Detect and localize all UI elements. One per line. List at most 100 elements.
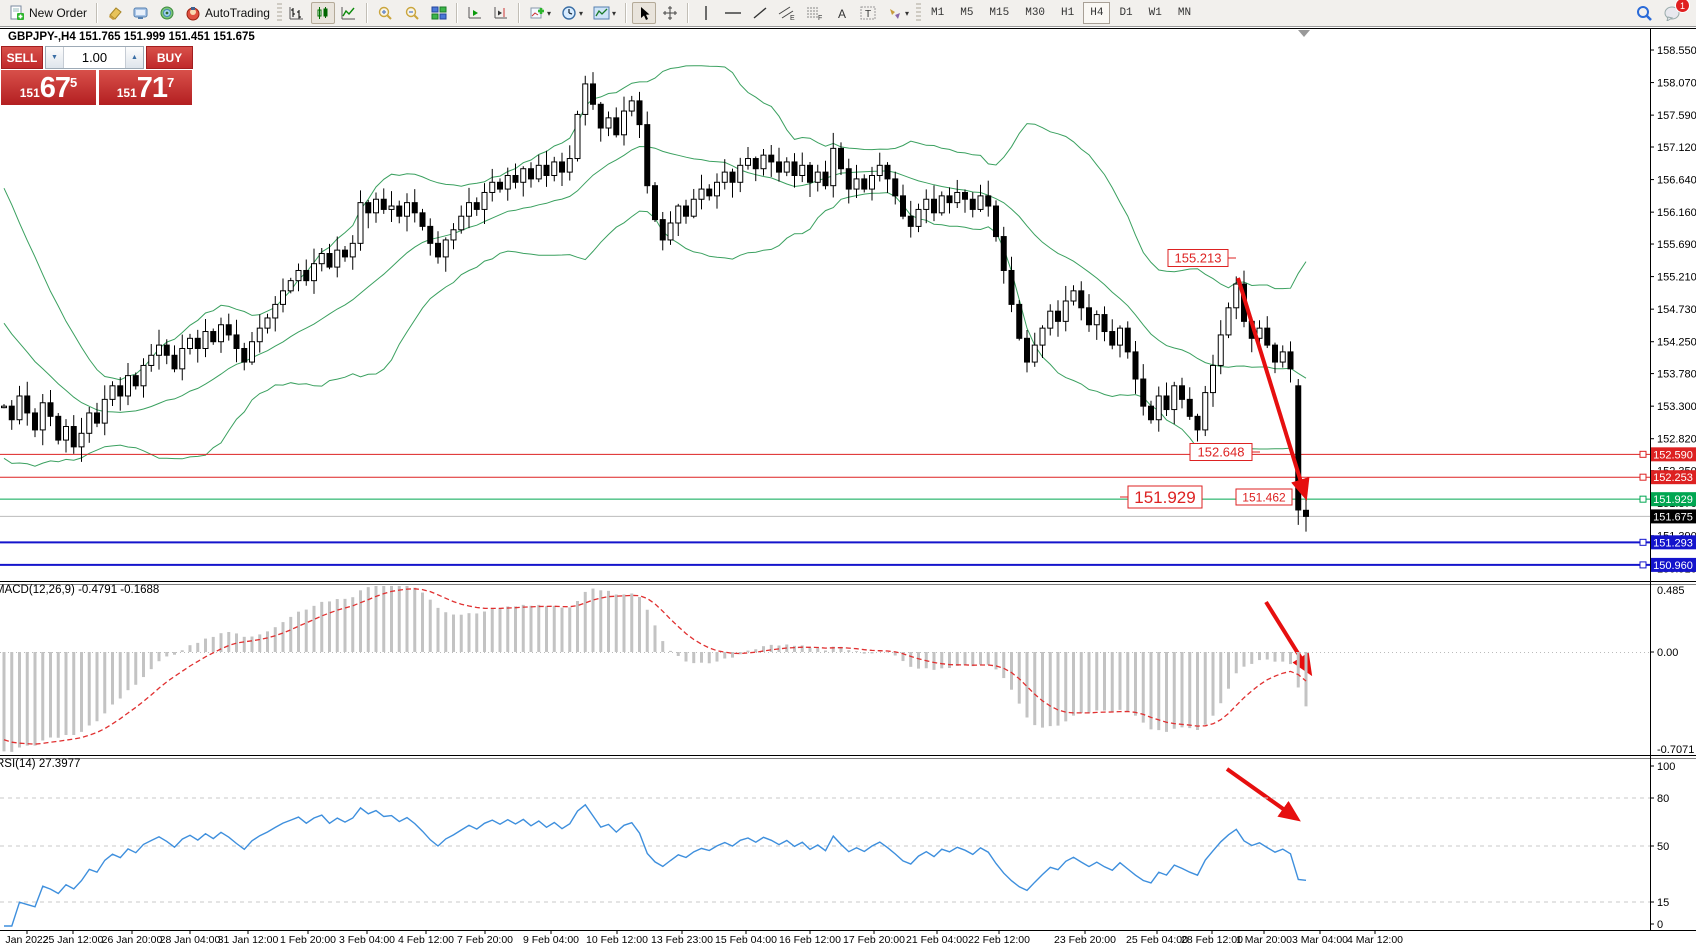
sell-price-display[interactable]: 151 67 5 xyxy=(1,70,96,105)
horizontal-lines[interactable]: 152.590 152.253 151.929 151.675 151.293 150.9… xyxy=(0,447,1696,572)
vertical-line-icon[interactable] xyxy=(694,2,718,24)
svg-text:152.648: 152.648 xyxy=(1198,445,1245,460)
notification-badge: 1 xyxy=(1675,0,1690,13)
chart-shift-icon[interactable] xyxy=(489,2,513,24)
volume-input[interactable]: 1.00 xyxy=(81,50,108,65)
equidistant-channel-icon[interactable]: E xyxy=(774,2,800,24)
trend-arrows[interactable] xyxy=(1225,277,1313,822)
indicators-icon[interactable]: ▾ xyxy=(525,2,555,24)
autotrading-button[interactable]: AutoTrading xyxy=(181,2,274,24)
templates-icon[interactable]: ▾ xyxy=(589,2,620,24)
svg-text:151.293: 151.293 xyxy=(1653,537,1693,549)
text-label-icon[interactable]: T xyxy=(856,2,881,24)
timeframe-button-w1[interactable]: W1 xyxy=(1148,7,1162,19)
svg-text:158.070: 158.070 xyxy=(1657,78,1696,90)
timeframe-button-m15[interactable]: M15 xyxy=(989,7,1010,19)
timeframe-button-d1[interactable]: D1 xyxy=(1119,7,1133,19)
timeframe-button-h1[interactable]: H1 xyxy=(1061,7,1075,19)
volume-spinner: ▼ 1.00 ▲ xyxy=(45,46,144,69)
profiles-icon[interactable] xyxy=(129,2,153,24)
one-click-trading-panel: SELL ▼ 1.00 ▲ BUY 151 67 5 151 71 7 xyxy=(1,46,193,105)
svg-text:0.485: 0.485 xyxy=(1657,585,1685,597)
notifications-icon[interactable]: 1 xyxy=(1659,0,1690,24)
sell-button[interactable]: SELL xyxy=(1,46,43,69)
line-chart-icon[interactable] xyxy=(337,2,361,24)
new-order-button[interactable]: New Order xyxy=(5,2,91,24)
svg-text:28 Feb 12:00: 28 Feb 12:00 xyxy=(1181,934,1243,946)
svg-text:15 Feb 04:00: 15 Feb 04:00 xyxy=(715,934,777,946)
svg-text:158.550: 158.550 xyxy=(1657,45,1696,57)
svg-text:153.300: 153.300 xyxy=(1657,401,1696,413)
svg-text:151.675: 151.675 xyxy=(1653,511,1693,523)
indicators-dropdown-icon[interactable]: ▾ xyxy=(546,8,551,18)
arrows-icon[interactable]: ▾ xyxy=(883,2,913,24)
svg-text:4 Feb 12:00: 4 Feb 12:00 xyxy=(398,934,454,946)
volume-increase-button[interactable]: ▲ xyxy=(125,47,143,68)
svg-text:1 Mar 20:00: 1 Mar 20:00 xyxy=(1236,934,1292,946)
svg-text:7 Feb 20:00: 7 Feb 20:00 xyxy=(457,934,513,946)
svg-text:23 Feb 20:00: 23 Feb 20:00 xyxy=(1054,934,1116,946)
svg-text:151.462: 151.462 xyxy=(1242,490,1286,504)
timeframe-toolbar: M1 M5 M15 M30 H1 H4 D1 W1 MN xyxy=(923,2,1199,24)
timeframe-button-m1[interactable]: M1 xyxy=(931,7,945,19)
templates-dropdown-icon[interactable]: ▾ xyxy=(611,8,616,18)
periods-dropdown-icon[interactable]: ▾ xyxy=(578,8,583,18)
crosshair-icon[interactable] xyxy=(658,2,682,24)
fibonacci-icon[interactable]: F xyxy=(802,2,828,24)
cursor-icon[interactable] xyxy=(632,2,656,24)
signals-icon[interactable] xyxy=(155,2,179,24)
periods-icon[interactable]: ▾ xyxy=(557,2,587,24)
horizontal-line-icon[interactable] xyxy=(720,2,746,24)
search-icon[interactable] xyxy=(1631,2,1657,24)
arrows-dropdown-icon[interactable]: ▾ xyxy=(905,8,910,18)
sell-price-big: 67 xyxy=(39,72,71,104)
buy-price-display[interactable]: 151 71 7 xyxy=(99,70,192,105)
bar-chart-icon[interactable] xyxy=(285,2,309,24)
svg-text:50: 50 xyxy=(1657,841,1669,853)
svg-text:17 Feb 20:00: 17 Feb 20:00 xyxy=(843,934,905,946)
svg-text:0.00: 0.00 xyxy=(1657,647,1678,659)
svg-text:A: A xyxy=(838,7,846,21)
trendline-icon[interactable] xyxy=(748,2,772,24)
svg-text:155.210: 155.210 xyxy=(1657,272,1696,284)
zoom-out-icon[interactable] xyxy=(400,2,425,24)
macd-panel: 0.485 0.00 -0.7071 MACD(12,26,9) -0.4791 -0… xyxy=(0,584,1694,756)
svg-text:150.960: 150.960 xyxy=(1653,560,1693,572)
svg-text:153.780: 153.780 xyxy=(1657,369,1696,381)
svg-text:3 Feb 04:00: 3 Feb 04:00 xyxy=(339,934,395,946)
svg-text:13 Feb 23:00: 13 Feb 23:00 xyxy=(651,934,713,946)
svg-text:152.820: 152.820 xyxy=(1657,434,1696,446)
svg-text:9 Feb 04:00: 9 Feb 04:00 xyxy=(523,934,579,946)
svg-text:4 Mar 12:00: 4 Mar 12:00 xyxy=(1347,934,1403,946)
timeframe-button-m30[interactable]: M30 xyxy=(1025,7,1046,19)
tile-windows-icon[interactable] xyxy=(427,2,451,24)
svg-text:154.250: 154.250 xyxy=(1657,337,1696,349)
zoom-in-icon[interactable] xyxy=(373,2,398,24)
svg-text:T: T xyxy=(865,9,871,20)
candlestick-chart-icon[interactable] xyxy=(310,2,335,24)
text-icon[interactable]: A xyxy=(830,2,854,24)
eraser-icon[interactable] xyxy=(103,2,127,24)
svg-text:0: 0 xyxy=(1657,919,1663,931)
svg-text:F: F xyxy=(818,15,822,21)
svg-text:154.730: 154.730 xyxy=(1657,304,1696,316)
svg-text:25 Feb 04:00: 25 Feb 04:00 xyxy=(1126,934,1188,946)
volume-decrease-button[interactable]: ▼ xyxy=(46,47,64,68)
auto-scroll-icon[interactable] xyxy=(463,2,487,24)
svg-text:15: 15 xyxy=(1657,897,1669,909)
buy-button[interactable]: BUY xyxy=(146,46,193,69)
timeframe-button-m5[interactable]: M5 xyxy=(960,7,974,19)
toolbar: New Order AutoTrading ▾ ▾ ▾ E F A xyxy=(0,0,1696,27)
timeframe-button-mn[interactable]: MN xyxy=(1177,7,1192,19)
svg-text:80: 80 xyxy=(1657,793,1669,805)
svg-text:16 Feb 12:00: 16 Feb 12:00 xyxy=(779,934,841,946)
svg-text:151.929: 151.929 xyxy=(1653,494,1693,506)
timeframe-button-h4[interactable]: H4 xyxy=(1083,2,1111,24)
price-annotations[interactable]: 155.213 152.648 151.929 151.462 xyxy=(1120,249,1293,509)
svg-text:Jan 2022: Jan 2022 xyxy=(5,934,48,946)
buy-price-sup: 7 xyxy=(167,75,175,90)
svg-text:152.590: 152.590 xyxy=(1653,449,1693,461)
svg-text:100: 100 xyxy=(1657,761,1675,773)
